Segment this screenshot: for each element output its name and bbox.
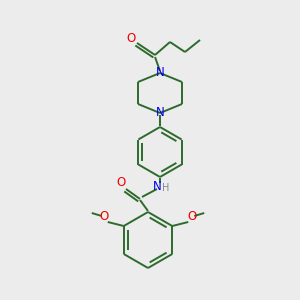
Text: O: O bbox=[99, 211, 108, 224]
Text: O: O bbox=[116, 176, 126, 190]
Text: N: N bbox=[156, 67, 164, 80]
Text: O: O bbox=[126, 32, 136, 46]
Text: N: N bbox=[153, 181, 161, 194]
Text: H: H bbox=[162, 183, 170, 193]
Text: O: O bbox=[188, 211, 197, 224]
Text: N: N bbox=[156, 106, 164, 119]
